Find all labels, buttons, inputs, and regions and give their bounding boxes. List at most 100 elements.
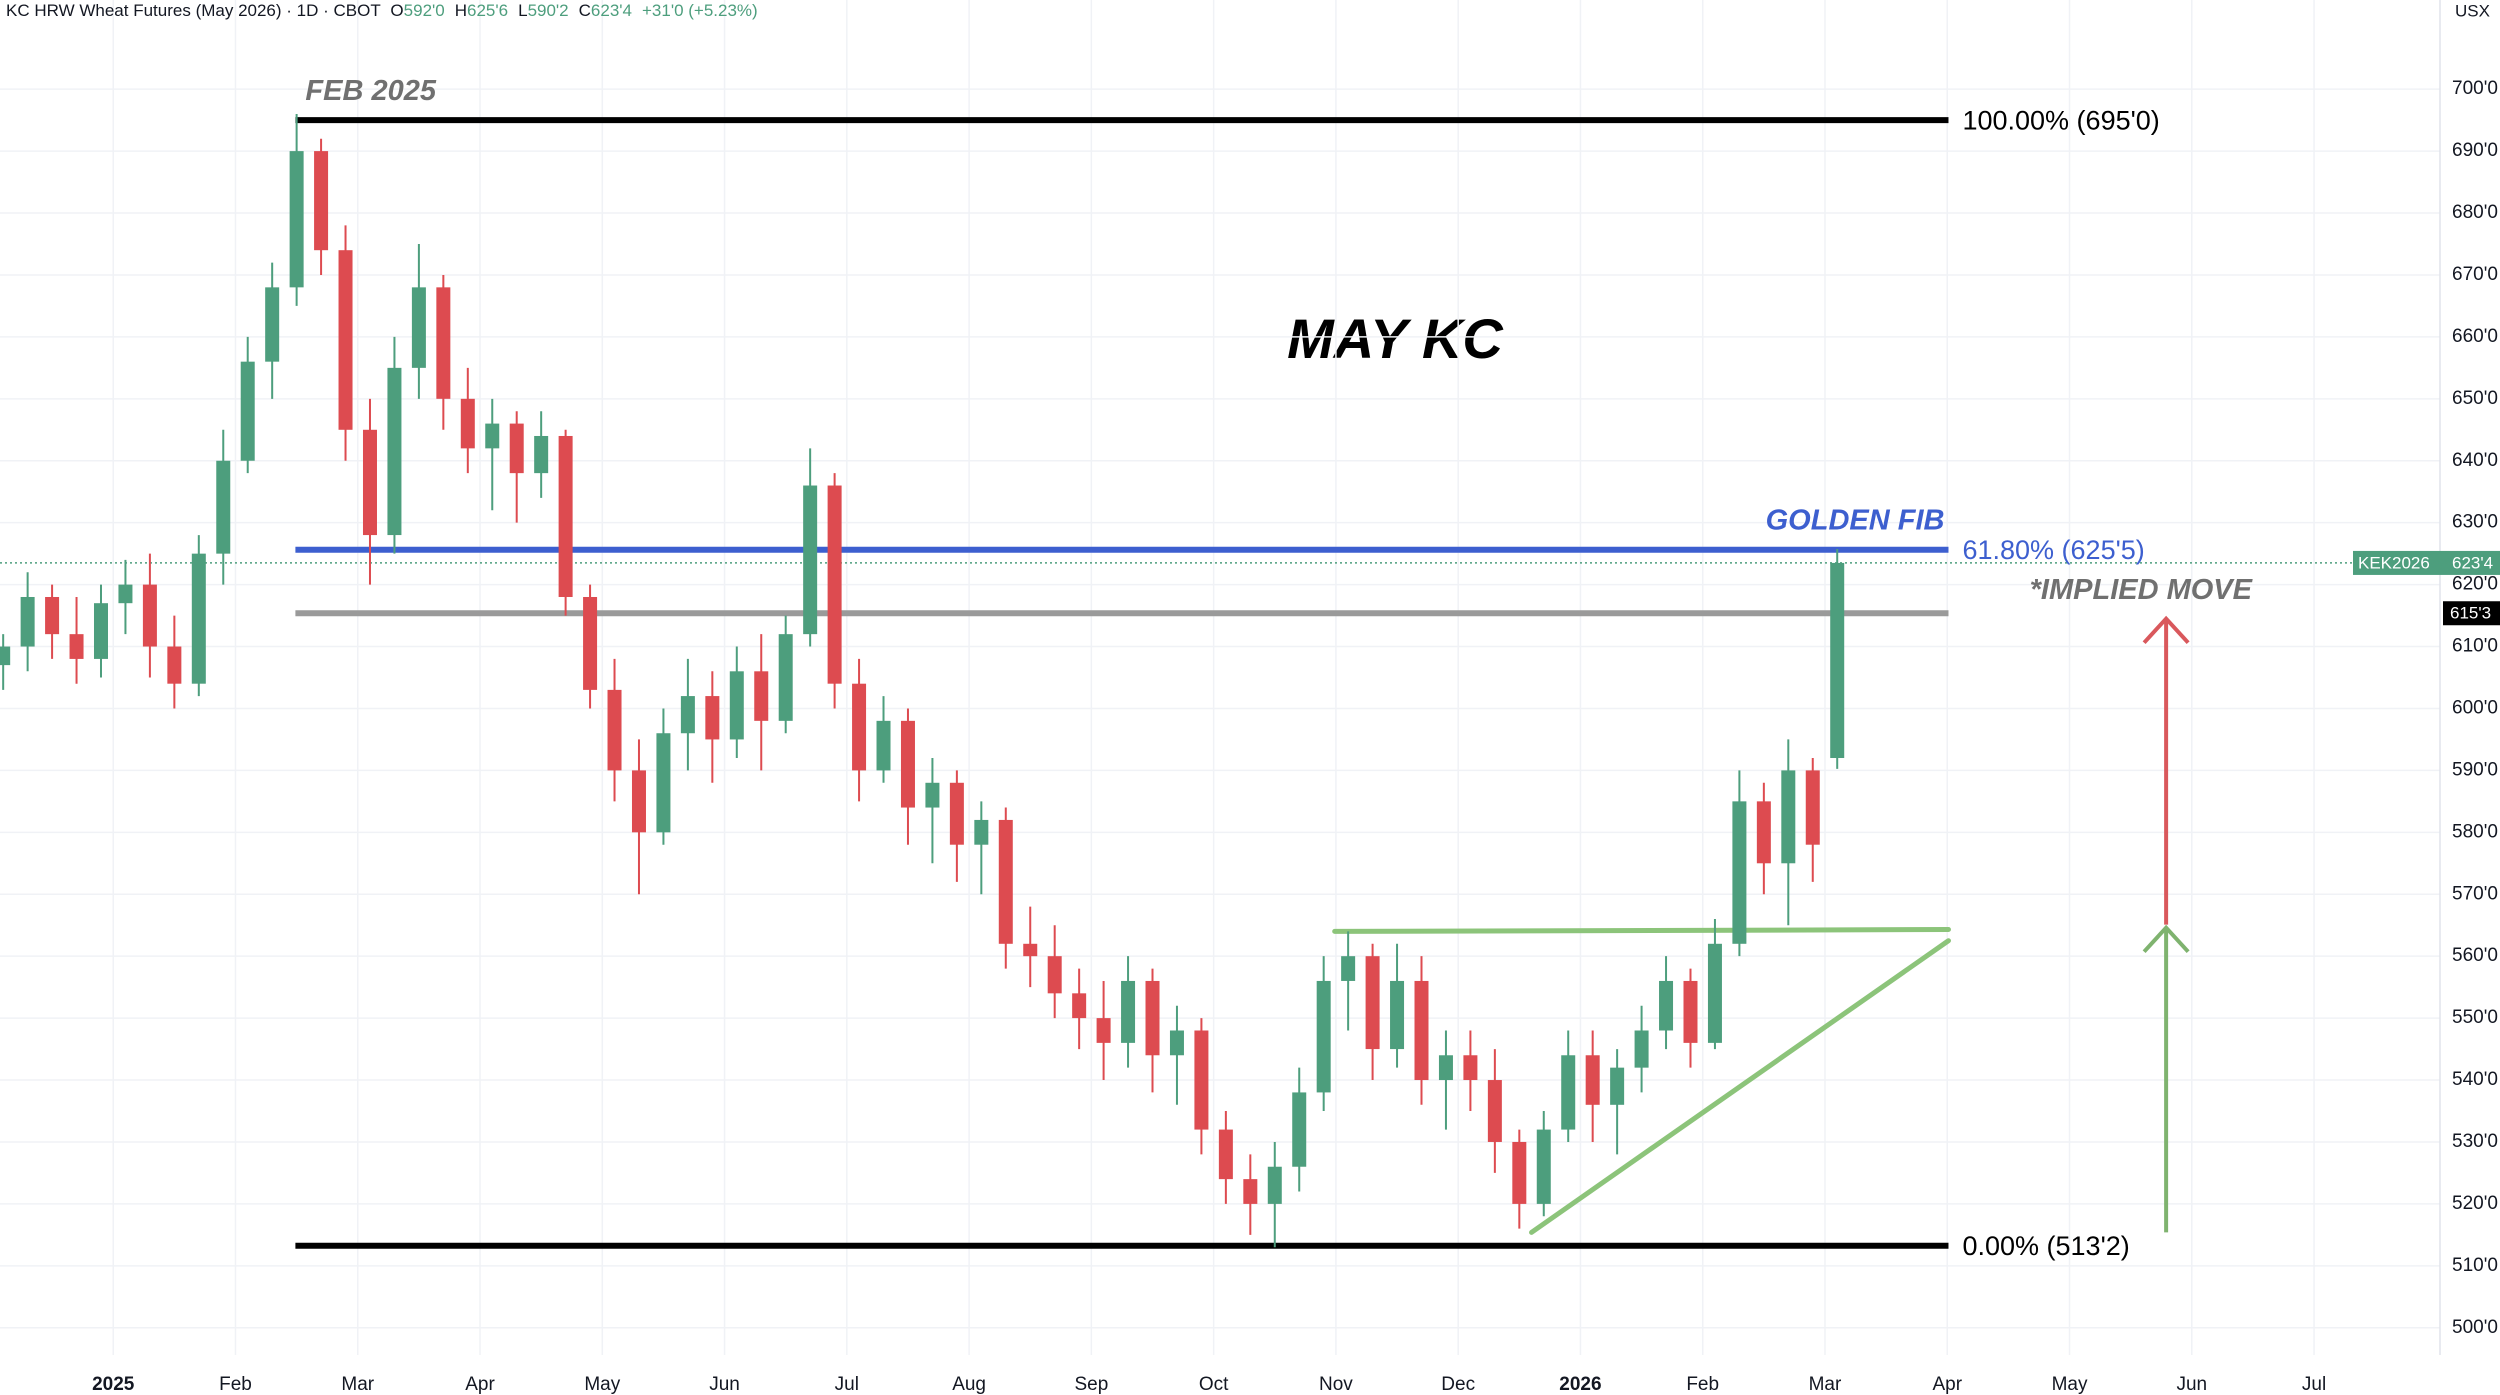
y-tick-label: 640'0 bbox=[2452, 450, 2498, 471]
header-text: C bbox=[579, 1, 591, 20]
candle-body bbox=[216, 460, 231, 554]
candle-body bbox=[729, 671, 744, 740]
y-tick-label: 690'0 bbox=[2452, 140, 2498, 161]
candle-body bbox=[1047, 956, 1062, 994]
candle-body bbox=[852, 683, 867, 771]
candle-body bbox=[1169, 1030, 1184, 1056]
candle-body bbox=[1365, 956, 1380, 1050]
x-tick-label: 2025 bbox=[92, 1374, 135, 1395]
candle-body bbox=[900, 720, 915, 808]
candle-body bbox=[1805, 770, 1820, 845]
price-tag bbox=[2443, 601, 2500, 626]
candle-body bbox=[1390, 980, 1405, 1050]
annotation: *IMPLIED MOVE bbox=[2030, 574, 2254, 606]
header-text: L bbox=[518, 1, 527, 20]
candle-body bbox=[411, 287, 426, 368]
x-tick-label: Dec bbox=[1441, 1374, 1475, 1395]
candle-body bbox=[949, 782, 964, 845]
candle-body bbox=[167, 646, 182, 684]
candle-body bbox=[509, 423, 524, 474]
annotation: FEB 2025 bbox=[305, 75, 436, 107]
candle-body bbox=[558, 435, 573, 597]
candle-body bbox=[998, 819, 1013, 944]
x-tick-label: Apr bbox=[465, 1374, 495, 1395]
y-tick-label: 670'0 bbox=[2452, 264, 2498, 285]
candle-body bbox=[925, 782, 940, 808]
x-tick-label: Sep bbox=[1074, 1374, 1108, 1395]
candle-body bbox=[1683, 980, 1698, 1043]
header-text: 625'6 bbox=[467, 1, 508, 20]
y-tick-label: 700'0 bbox=[2452, 78, 2498, 99]
y-tick-label: 540'0 bbox=[2452, 1069, 2498, 1090]
candle-body bbox=[362, 429, 377, 536]
trendline bbox=[1332, 927, 1951, 934]
candle-body bbox=[974, 819, 989, 845]
candle-body bbox=[485, 423, 500, 449]
candle-body bbox=[680, 696, 695, 734]
y-tick-label: 530'0 bbox=[2452, 1131, 2498, 1152]
candle-body bbox=[803, 485, 818, 635]
fib-label: 100.00% (695'0) bbox=[1962, 105, 2159, 135]
x-tick-label: Jun bbox=[709, 1374, 740, 1395]
symbol-header: KC HRW Wheat Futures (May 2026) · 1D · C… bbox=[6, 1, 758, 20]
header-text: H bbox=[455, 1, 467, 20]
candle-body bbox=[607, 689, 622, 771]
x-tick-label: Feb bbox=[219, 1374, 252, 1395]
candle-body bbox=[827, 485, 842, 684]
fib-label: 61.80% (625'5) bbox=[1962, 535, 2144, 565]
header-text: 623'4 bbox=[591, 1, 632, 20]
candle-body bbox=[1732, 801, 1747, 944]
x-tick-label: Nov bbox=[1319, 1374, 1353, 1395]
y-tick-label: 560'0 bbox=[2452, 945, 2498, 966]
x-tick-label: Feb bbox=[1686, 1374, 1719, 1395]
candle-body bbox=[1096, 1018, 1111, 1043]
candle-body bbox=[1659, 980, 1674, 1031]
x-tick-label: Aug bbox=[952, 1374, 986, 1395]
candle-body bbox=[1414, 980, 1429, 1081]
candle-body bbox=[1438, 1055, 1453, 1081]
y-tick-label: 630'0 bbox=[2452, 512, 2498, 533]
y-tick-label: 590'0 bbox=[2452, 759, 2498, 780]
candle-body bbox=[289, 151, 304, 288]
candle-body bbox=[1585, 1055, 1600, 1105]
x-tick-label: May bbox=[584, 1374, 620, 1395]
y-tick-label: 650'0 bbox=[2452, 388, 2498, 409]
x-tick-label: May bbox=[2052, 1374, 2088, 1395]
candle-body bbox=[754, 671, 769, 721]
x-tick-label: Jul bbox=[2302, 1374, 2326, 1395]
y-tick-label: 610'0 bbox=[2452, 636, 2498, 657]
candle-body bbox=[20, 596, 35, 647]
price-tag-label: KEK2026 bbox=[2358, 553, 2430, 572]
candle-body bbox=[1316, 980, 1331, 1093]
candle-body bbox=[1536, 1129, 1551, 1204]
y-tick-label: 600'0 bbox=[2452, 697, 2498, 718]
x-tick-label: Mar bbox=[341, 1374, 374, 1395]
candle-body bbox=[69, 634, 84, 659]
candle-body bbox=[1023, 943, 1038, 957]
candle-body bbox=[1610, 1067, 1625, 1105]
header-text: +31'0 (+5.23%) bbox=[642, 1, 758, 20]
currency: USX bbox=[2455, 1, 2490, 20]
candle-body bbox=[631, 770, 646, 833]
candle-body bbox=[1512, 1141, 1527, 1204]
arrow-head bbox=[2142, 615, 2190, 645]
candle-body bbox=[1781, 770, 1796, 864]
candle-body bbox=[460, 398, 475, 449]
y-tick-label: 660'0 bbox=[2452, 326, 2498, 347]
y-tick-label: 520'0 bbox=[2452, 1193, 2498, 1214]
candle-body bbox=[191, 553, 206, 684]
candle-body bbox=[1267, 1166, 1282, 1204]
candle-body bbox=[534, 435, 549, 474]
chart-title: MAY KC bbox=[1287, 307, 1504, 370]
x-tick-label: Oct bbox=[1199, 1374, 1229, 1395]
y-tick-label: 500'0 bbox=[2452, 1317, 2498, 1338]
candle-body bbox=[1243, 1179, 1258, 1204]
candle-body bbox=[142, 584, 157, 647]
price-tag bbox=[2353, 550, 2500, 575]
candle-body bbox=[656, 733, 671, 833]
candle-body bbox=[1145, 980, 1160, 1056]
candle-body bbox=[1072, 993, 1087, 1019]
candle-body bbox=[1341, 956, 1356, 981]
header-text: KC HRW Wheat Futures (May 2026) · 1D · C… bbox=[6, 1, 380, 20]
